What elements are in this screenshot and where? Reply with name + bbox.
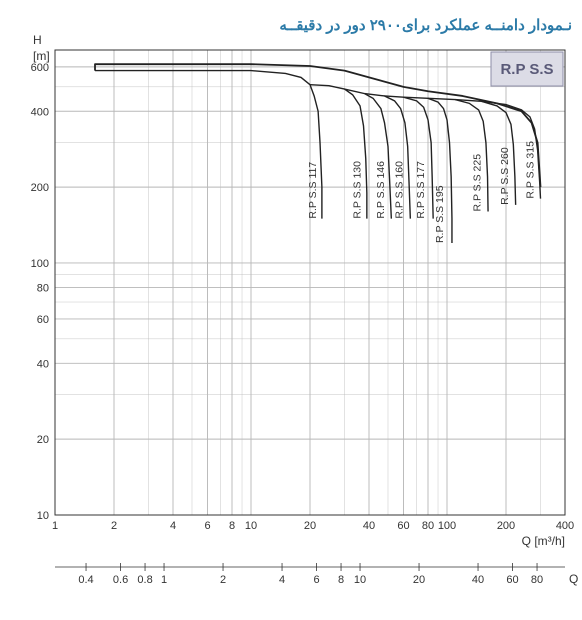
svg-text:0.6: 0.6 bbox=[113, 574, 128, 586]
svg-text:Q [l/s]: Q [l/s] bbox=[569, 572, 582, 586]
svg-text:10: 10 bbox=[37, 510, 49, 522]
svg-text:4: 4 bbox=[170, 520, 176, 532]
svg-text:2: 2 bbox=[111, 520, 117, 532]
svg-text:R.P S.S 117: R.P S.S 117 bbox=[307, 162, 319, 219]
svg-text:H: H bbox=[33, 33, 42, 47]
svg-text:1: 1 bbox=[161, 574, 167, 586]
svg-text:400: 400 bbox=[31, 106, 49, 118]
svg-text:R.P S.S 177: R.P S.S 177 bbox=[415, 161, 427, 219]
svg-text:20: 20 bbox=[37, 434, 49, 446]
svg-text:60: 60 bbox=[397, 520, 409, 532]
chart-title: نـمودار دامنــه عملکرد برای۲۹۰۰ دور در د… bbox=[279, 16, 572, 34]
svg-text:600: 600 bbox=[31, 62, 49, 74]
svg-text:40: 40 bbox=[363, 520, 375, 532]
svg-text:R.P S.S 195: R.P S.S 195 bbox=[434, 185, 446, 243]
chart-container: نـمودار دامنــه عملکرد برای۲۹۰۰ دور در د… bbox=[10, 10, 582, 610]
svg-text:10: 10 bbox=[354, 574, 366, 586]
svg-text:Q [m³/h]: Q [m³/h] bbox=[522, 534, 565, 548]
svg-text:R.P S.S 225: R.P S.S 225 bbox=[471, 154, 483, 212]
svg-text:8: 8 bbox=[338, 574, 344, 586]
svg-text:400: 400 bbox=[556, 520, 574, 532]
svg-text:R.P S.S 260: R.P S.S 260 bbox=[499, 147, 511, 205]
svg-text:4: 4 bbox=[279, 574, 285, 586]
svg-text:0.4: 0.4 bbox=[78, 574, 93, 586]
svg-text:100: 100 bbox=[31, 258, 49, 270]
svg-text:R.P S.S 146: R.P S.S 146 bbox=[375, 161, 387, 219]
svg-text:60: 60 bbox=[506, 574, 518, 586]
svg-text:1: 1 bbox=[52, 520, 58, 532]
svg-text:60: 60 bbox=[37, 314, 49, 326]
svg-text:0.8: 0.8 bbox=[137, 574, 152, 586]
svg-text:6: 6 bbox=[204, 520, 210, 532]
svg-text:20: 20 bbox=[413, 574, 425, 586]
svg-text:80: 80 bbox=[531, 574, 543, 586]
svg-text:2: 2 bbox=[220, 574, 226, 586]
svg-text:80: 80 bbox=[422, 520, 434, 532]
svg-text:80: 80 bbox=[37, 282, 49, 294]
svg-text:8: 8 bbox=[229, 520, 235, 532]
svg-text:10: 10 bbox=[245, 520, 257, 532]
svg-text:200: 200 bbox=[31, 182, 49, 194]
svg-text:40: 40 bbox=[37, 358, 49, 370]
svg-text:6: 6 bbox=[313, 574, 319, 586]
svg-text:100: 100 bbox=[438, 520, 456, 532]
svg-text:40: 40 bbox=[472, 574, 484, 586]
svg-text:R.P S.S 315: R.P S.S 315 bbox=[525, 141, 537, 199]
chart-svg: 1246810204060801002004001020406080100200… bbox=[10, 10, 582, 610]
svg-text:200: 200 bbox=[497, 520, 515, 532]
svg-text:R.P S.S: R.P S.S bbox=[500, 61, 553, 78]
svg-text:20: 20 bbox=[304, 520, 316, 532]
svg-text:R.P S.S 130: R.P S.S 130 bbox=[352, 161, 364, 219]
svg-text:R.P S.S 160: R.P S.S 160 bbox=[393, 161, 405, 219]
svg-text:[m]: [m] bbox=[33, 49, 50, 63]
